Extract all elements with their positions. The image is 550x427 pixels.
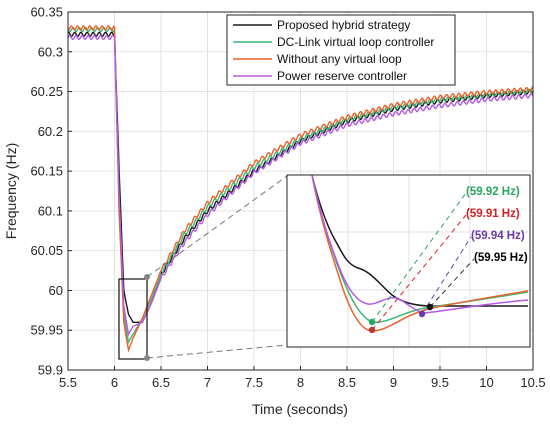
inset-series-line-0 [311, 174, 528, 307]
y-axis-label: Frequency (Hz) [3, 143, 19, 239]
zoom-connector-top [146, 175, 288, 278]
series-line-3 [67, 34, 534, 337]
x-tick-label-6: 8.5 [338, 375, 356, 390]
series-lines [67, 24, 534, 353]
y-tick-label-0: 59.9 [38, 363, 63, 378]
zoom-connector-bottom [146, 344, 288, 359]
zoom-region-box [118, 278, 148, 360]
annotation-black: (59.95 Hz) [474, 252, 528, 264]
min-point-red [368, 326, 376, 334]
y-tick-label-8: 60.3 [38, 44, 63, 59]
min-point-green [368, 318, 376, 326]
y-tick-label-1: 59.95 [30, 323, 63, 338]
x-tick-label-10: 10.5 [520, 375, 545, 390]
leader-purple [421, 236, 472, 315]
x-tick-label-0: 5.5 [59, 375, 77, 390]
series-line-2 [67, 24, 534, 353]
y-tick-label-2: 60 [49, 283, 63, 298]
legend-label-3: Power reserve controller [277, 69, 407, 83]
legend-box [226, 14, 456, 86]
min-point-purple [418, 310, 426, 318]
y-tick-label-6: 60.2 [38, 124, 63, 139]
annotation-purple: (59.94 Hz) [471, 230, 525, 242]
x-axis-label: Time (seconds) [252, 401, 348, 417]
x-tick-label-2: 6.5 [152, 375, 170, 390]
x-tick-label-7: 9 [390, 375, 397, 390]
y-tick-label-5: 60.15 [30, 164, 63, 179]
y-tick-labels: 59.9 59.95 60 60.05 60.1 60.15 60.2 60.25 60.3 60… [30, 5, 63, 378]
legend-label-0: Proposed hybrid strategy [277, 18, 410, 32]
y-tick-label-7: 60.25 [30, 84, 63, 99]
x-tick-label-1: 6 [111, 375, 118, 390]
annotation-green: (59.92 Hz) [466, 186, 520, 198]
annotation-red: (59.91 Hz) [466, 208, 520, 220]
min-point-black [426, 303, 434, 311]
inset-series-line-3 [311, 174, 529, 314]
legend: Proposed hybrid strategy DC-Link virtual… [226, 14, 456, 86]
legend-label-2: Without any virtual loop [277, 52, 402, 66]
inset-zoom: (59.92 Hz) (59.91 Hz) (59.94 Hz) (59.95 … [286, 174, 531, 348]
leader-black [429, 258, 475, 308]
x-tick-label-3: 7 [204, 375, 211, 390]
y-tick-label-3: 60.05 [30, 243, 63, 258]
x-tick-labels: 5.5 6 6.5 7 7.5 8 8.5 9 9.5 10 10.5 [59, 375, 546, 390]
x-tick-label-4: 7.5 [245, 375, 263, 390]
leader-red [371, 214, 467, 331]
x-tick-label-5: 8 [297, 375, 304, 390]
legend-label-1: DC-Link virtual loop controller [277, 35, 434, 49]
x-tick-label-9: 10 [479, 375, 493, 390]
x-tick-label-8: 9.5 [431, 375, 449, 390]
inset-frame [286, 174, 531, 348]
y-tick-label-9: 60.35 [30, 5, 63, 20]
y-tick-label-4: 60.1 [38, 203, 63, 218]
plot-frame [67, 11, 534, 371]
